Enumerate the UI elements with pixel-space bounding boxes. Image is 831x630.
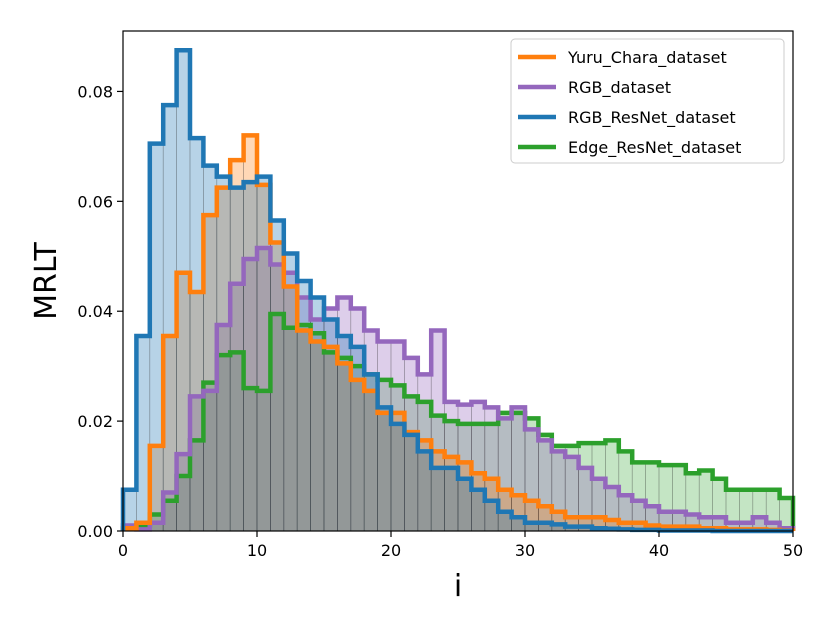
x-tick-label: 0 — [118, 541, 128, 560]
series-line — [120, 245, 796, 532]
y-tick-label: 0.00 — [77, 522, 113, 541]
plot-frame — [122, 30, 794, 532]
bar — [390, 423, 405, 532]
y-axis-label: MRLT — [29, 242, 64, 320]
series-line — [120, 47, 793, 534]
y-tick-label: 0.06 — [77, 192, 113, 211]
x-axis-ticks: 0 10 20 30 40 50 — [118, 531, 803, 560]
y-tick-label: 0.08 — [77, 82, 113, 101]
step-outlines-layer — [120, 47, 796, 534]
x-tick-label: 30 — [515, 541, 535, 560]
legend-box — [510, 38, 785, 164]
legend-entry-label: RGB_dataset — [568, 78, 671, 98]
legend-entry-label: Yuru_Chara_dataset — [567, 48, 727, 68]
legend-entry-label: Edge_ResNet_dataset — [568, 138, 741, 158]
x-tick-label: 50 — [783, 541, 803, 560]
bars-layer — [122, 49, 794, 532]
series-RGB_dataset-bars — [122, 247, 794, 532]
bar — [430, 467, 445, 532]
x-axis-label: i — [454, 569, 462, 604]
x-tick-label: 40 — [649, 541, 669, 560]
legend-entry-label: RGB_ResNet_dataset — [568, 108, 736, 128]
x-tick-label: 10 — [247, 541, 267, 560]
legend: Yuru_Chara_dataset RGB_dataset RGB_ResNet_… — [510, 38, 785, 164]
y-tick-label: 0.04 — [77, 302, 113, 321]
y-tick-label: 0.02 — [77, 412, 113, 431]
y-axis-ticks: 0.00 0.02 0.04 0.06 0.08 — [77, 82, 123, 541]
x-tick-label: 20 — [381, 541, 401, 560]
series-RGB_ResNet_dataset-bars — [122, 49, 713, 532]
series-Yuru_Chara_dataset-bars — [122, 135, 794, 532]
